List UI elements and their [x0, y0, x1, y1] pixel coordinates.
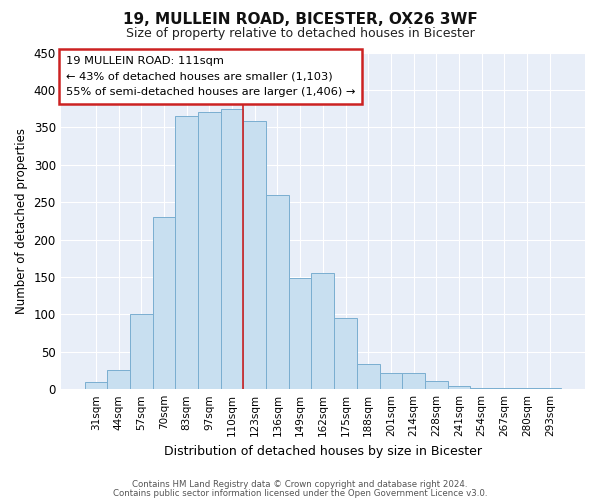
- Bar: [152, 217, 175, 389]
- Bar: [107, 370, 130, 389]
- Bar: [130, 314, 152, 389]
- Bar: [357, 364, 380, 389]
- Text: 19, MULLEIN ROAD, BICESTER, OX26 3WF: 19, MULLEIN ROAD, BICESTER, OX26 3WF: [122, 12, 478, 28]
- Bar: [425, 381, 448, 389]
- Bar: [380, 372, 402, 389]
- Bar: [448, 386, 470, 389]
- Bar: [175, 116, 198, 389]
- Text: Contains public sector information licensed under the Open Government Licence v3: Contains public sector information licen…: [113, 488, 487, 498]
- Text: Contains HM Land Registry data © Crown copyright and database right 2024.: Contains HM Land Registry data © Crown c…: [132, 480, 468, 489]
- Bar: [289, 278, 311, 389]
- Bar: [470, 388, 493, 389]
- Bar: [402, 372, 425, 389]
- Bar: [538, 388, 561, 389]
- Text: 19 MULLEIN ROAD: 111sqm
← 43% of detached houses are smaller (1,103)
55% of semi: 19 MULLEIN ROAD: 111sqm ← 43% of detache…: [66, 56, 355, 97]
- Bar: [311, 273, 334, 389]
- X-axis label: Distribution of detached houses by size in Bicester: Distribution of detached houses by size …: [164, 444, 482, 458]
- Bar: [266, 194, 289, 389]
- Text: Size of property relative to detached houses in Bicester: Size of property relative to detached ho…: [125, 28, 475, 40]
- Y-axis label: Number of detached properties: Number of detached properties: [15, 128, 28, 314]
- Bar: [493, 388, 516, 389]
- Bar: [516, 388, 538, 389]
- Bar: [198, 112, 221, 389]
- Bar: [85, 382, 107, 389]
- Bar: [221, 108, 244, 389]
- Bar: [334, 318, 357, 389]
- Bar: [244, 122, 266, 389]
